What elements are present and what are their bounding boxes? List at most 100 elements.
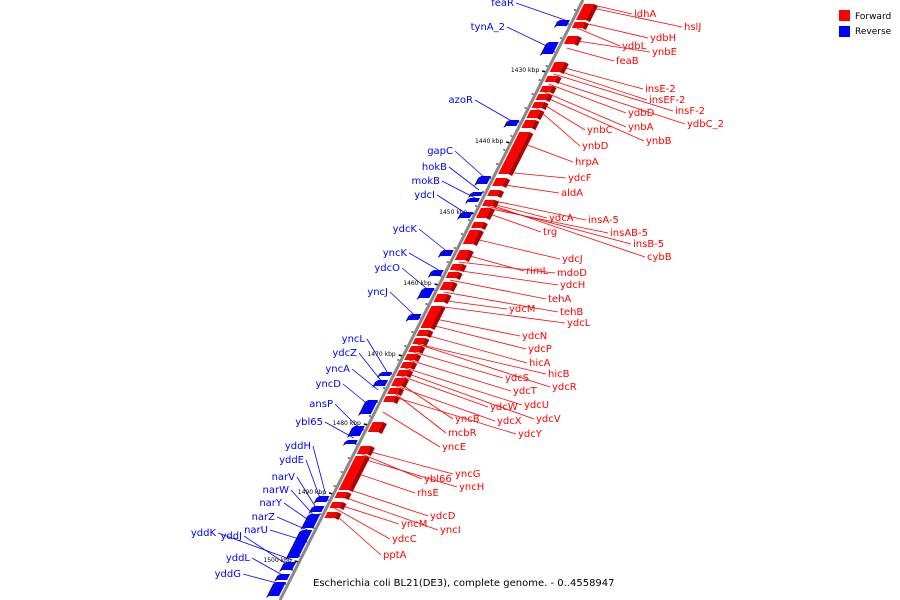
gene-label-ydcN[interactable]: ydcN bbox=[522, 331, 547, 342]
forward-gene-block bbox=[416, 330, 430, 336]
gene-label-hslJ[interactable]: hslJ bbox=[684, 22, 701, 33]
gene-label-mcbR[interactable]: mcbR bbox=[448, 428, 477, 439]
gene-label-tehB[interactable]: tehB bbox=[560, 307, 583, 318]
gene-label-ydbD[interactable]: ydbD bbox=[628, 108, 655, 119]
reverse-gene-shade bbox=[468, 192, 474, 198]
gene-label-ydcX[interactable]: ydcX bbox=[497, 416, 522, 427]
gene-label-ydcI[interactable]: ydcI bbox=[414, 190, 435, 201]
gene-label-mokB[interactable]: mokB bbox=[411, 176, 440, 187]
gene-label-ydcP[interactable]: ydcP bbox=[528, 344, 552, 355]
gene-label-hokB[interactable]: hokB bbox=[422, 162, 447, 173]
gene-label-yddJ[interactable]: yddJ bbox=[220, 531, 242, 542]
gene-label-mdoD[interactable]: mdoD bbox=[557, 268, 587, 279]
gene-label-yddL[interactable]: yddL bbox=[226, 553, 251, 564]
gene-label-yncE[interactable]: yncE bbox=[442, 442, 466, 453]
gene-label-hicB[interactable]: hicB bbox=[548, 369, 570, 380]
gene-label-yncM[interactable]: yncM bbox=[401, 519, 427, 530]
forward-gene-block bbox=[544, 76, 558, 82]
gene-label-ydbH[interactable]: ydbH bbox=[650, 33, 676, 44]
gene-label-aldA[interactable]: aldA bbox=[561, 188, 583, 199]
forward-gene-block bbox=[387, 388, 401, 394]
gene-label-insE-2[interactable]: insE-2 bbox=[645, 84, 676, 95]
gene-label-tehA[interactable]: tehA bbox=[548, 294, 571, 305]
gene-label-ydcH[interactable]: ydcH bbox=[560, 280, 585, 291]
gene-label-ydcK[interactable]: ydcK bbox=[393, 224, 418, 235]
gene-label-ydcJ[interactable]: ydcJ bbox=[562, 254, 583, 265]
connector-aldA bbox=[498, 183, 560, 194]
gene-label-ydcV[interactable]: ydcV bbox=[536, 414, 561, 425]
gene-label-ydbL[interactable]: ydbL bbox=[622, 41, 647, 52]
gene-label-yncD[interactable]: yncD bbox=[316, 379, 342, 390]
gene-label-insA-5[interactable]: insA-5 bbox=[588, 215, 619, 226]
gene-label-insF-2[interactable]: insF-2 bbox=[675, 106, 705, 117]
gene-label-trg[interactable]: trg bbox=[543, 227, 557, 238]
gene-label-pptA[interactable]: pptA bbox=[383, 550, 407, 561]
gene-label-narW[interactable]: narW bbox=[263, 485, 290, 496]
gene-label-ydcU[interactable]: ydcU bbox=[524, 400, 549, 411]
gene-label-feaR[interactable]: feaR bbox=[491, 0, 514, 9]
gene-label-tynA_2[interactable]: tynA_2 bbox=[471, 22, 505, 33]
gene-label-ydcR[interactable]: ydcR bbox=[552, 382, 577, 393]
gene-label-ldhA[interactable]: ldhA bbox=[634, 9, 656, 20]
gene-label-insAB-5[interactable]: insAB-5 bbox=[610, 228, 648, 239]
connector-yncK bbox=[408, 252, 439, 271]
gene-label-yncI[interactable]: yncI bbox=[440, 525, 461, 536]
gene-label-insB-5[interactable]: insB-5 bbox=[633, 239, 664, 250]
forward-gene-shade bbox=[485, 208, 495, 220]
gene-label-feaB[interactable]: feaB bbox=[616, 56, 639, 67]
gene-label-ydcT[interactable]: ydcT bbox=[513, 386, 538, 397]
gene-label-azoR[interactable]: azoR bbox=[449, 95, 473, 106]
gene-label-yddH[interactable]: yddH bbox=[285, 441, 311, 452]
gene-label-yncL[interactable]: yncL bbox=[342, 334, 366, 345]
gene-label-yddG[interactable]: yddG bbox=[215, 569, 241, 580]
gene-label-ydcS[interactable]: ydcS bbox=[505, 373, 529, 384]
gene-label-yncK[interactable]: yncK bbox=[383, 248, 408, 259]
gene-label-ydcL[interactable]: ydcL bbox=[567, 318, 591, 329]
gene-label-rhsE[interactable]: rhsE bbox=[417, 488, 439, 499]
gene-label-ynbB[interactable]: ynbB bbox=[646, 136, 672, 147]
gene-label-ydcF[interactable]: ydcF bbox=[568, 173, 592, 184]
gene-label-ybl65[interactable]: ybl65 bbox=[295, 417, 323, 428]
gene-label-ynbC[interactable]: ynbC bbox=[587, 125, 613, 136]
gene-label-ynbE[interactable]: ynbE bbox=[652, 47, 677, 58]
gene-label-yncJ[interactable]: yncJ bbox=[367, 287, 388, 298]
gene-label-cybB[interactable]: cybB bbox=[647, 252, 672, 263]
gene-label-ydcY[interactable]: ydcY bbox=[518, 429, 543, 440]
gene-label-narZ[interactable]: narZ bbox=[252, 512, 276, 523]
gene-label-gapC[interactable]: gapC bbox=[427, 146, 453, 157]
forward-gene-shade bbox=[392, 396, 401, 404]
gene-label-ydbC_2[interactable]: ydbC_2 bbox=[687, 119, 724, 130]
connector-yddH bbox=[312, 445, 326, 495]
gene-label-ynbA[interactable]: ynbA bbox=[628, 122, 654, 133]
gene-label-ydcA[interactable]: ydcA bbox=[549, 213, 574, 224]
gene-label-hrpA[interactable]: hrpA bbox=[575, 157, 599, 168]
forward-gene-shade bbox=[443, 294, 452, 304]
gene-label-ydcW[interactable]: ydcW bbox=[490, 402, 518, 413]
gene-label-narY[interactable]: narY bbox=[259, 498, 283, 509]
gene-label-yncB[interactable]: yncB bbox=[455, 414, 480, 425]
reverse-gene-shade bbox=[300, 520, 308, 530]
gene-label-ydcO[interactable]: ydcO bbox=[374, 263, 400, 274]
gene-label-ybl66[interactable]: ybl66 bbox=[424, 474, 452, 485]
forward-gene-block bbox=[454, 250, 470, 260]
gene-label-narV[interactable]: narV bbox=[272, 472, 296, 483]
forward-gene-shade bbox=[397, 388, 405, 396]
gene-label-ansP[interactable]: ansP bbox=[309, 399, 333, 410]
forward-gene-shade bbox=[366, 446, 375, 456]
gene-label-rimL[interactable]: rimL bbox=[526, 266, 549, 277]
gene-label-yncH[interactable]: yncH bbox=[459, 482, 484, 493]
gene-label-ynbD[interactable]: ynbD bbox=[582, 141, 609, 152]
gene-label-ydcZ[interactable]: ydcZ bbox=[332, 348, 357, 359]
connector-tynA_2 bbox=[506, 26, 551, 49]
gene-label-insEF-2[interactable]: insEF-2 bbox=[649, 95, 685, 106]
gene-label-ydcD[interactable]: ydcD bbox=[430, 511, 456, 522]
gene-label-narU[interactable]: narU bbox=[244, 525, 268, 536]
gene-label-hicA[interactable]: hicA bbox=[529, 358, 551, 369]
gene-label-yddK[interactable]: yddK bbox=[191, 528, 217, 539]
gene-label-ydcM[interactable]: ydcM bbox=[509, 304, 535, 315]
gene-label-yncG[interactable]: yncG bbox=[455, 469, 481, 480]
gene-label-yddE[interactable]: yddE bbox=[279, 455, 304, 466]
gene-label-yncA[interactable]: yncA bbox=[325, 364, 350, 375]
gene-label-ydcC[interactable]: ydcC bbox=[392, 534, 417, 545]
forward-gene-shade bbox=[430, 306, 446, 330]
